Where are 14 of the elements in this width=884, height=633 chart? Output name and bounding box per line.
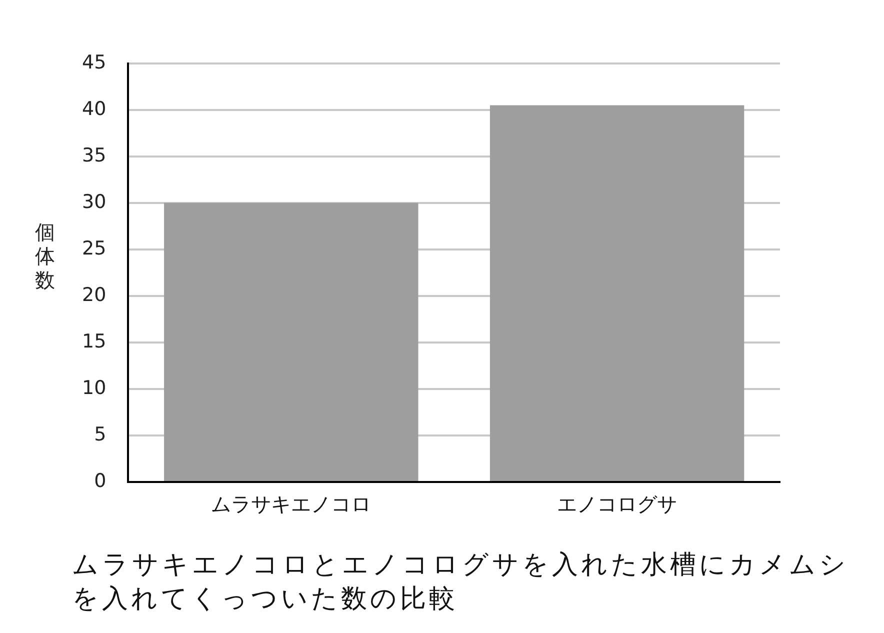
y-tick-label: 20 (82, 284, 106, 306)
y-tick-label: 35 (82, 144, 106, 166)
y-tick-label: 40 (82, 98, 106, 120)
y-tick-label: 30 (82, 190, 106, 213)
y-tick-label: 15 (82, 330, 106, 352)
y-tick-label: 45 (82, 51, 106, 74)
text: ムラサキエノコロとエノコログサを入れた水槽にカメムシを入れてくっついた数の比較 (72, 549, 850, 616)
x-tick-label: エノコログサ (557, 492, 678, 516)
y-tick-label: 0 (94, 470, 106, 492)
y-tick-label: 10 (82, 376, 106, 399)
y-axis-title: 個体数 (34, 220, 56, 292)
y-tick-label: 5 (94, 423, 106, 446)
x-tick-label: ムラサキエノコロ (211, 492, 372, 516)
y-tick-label: 25 (82, 237, 106, 260)
